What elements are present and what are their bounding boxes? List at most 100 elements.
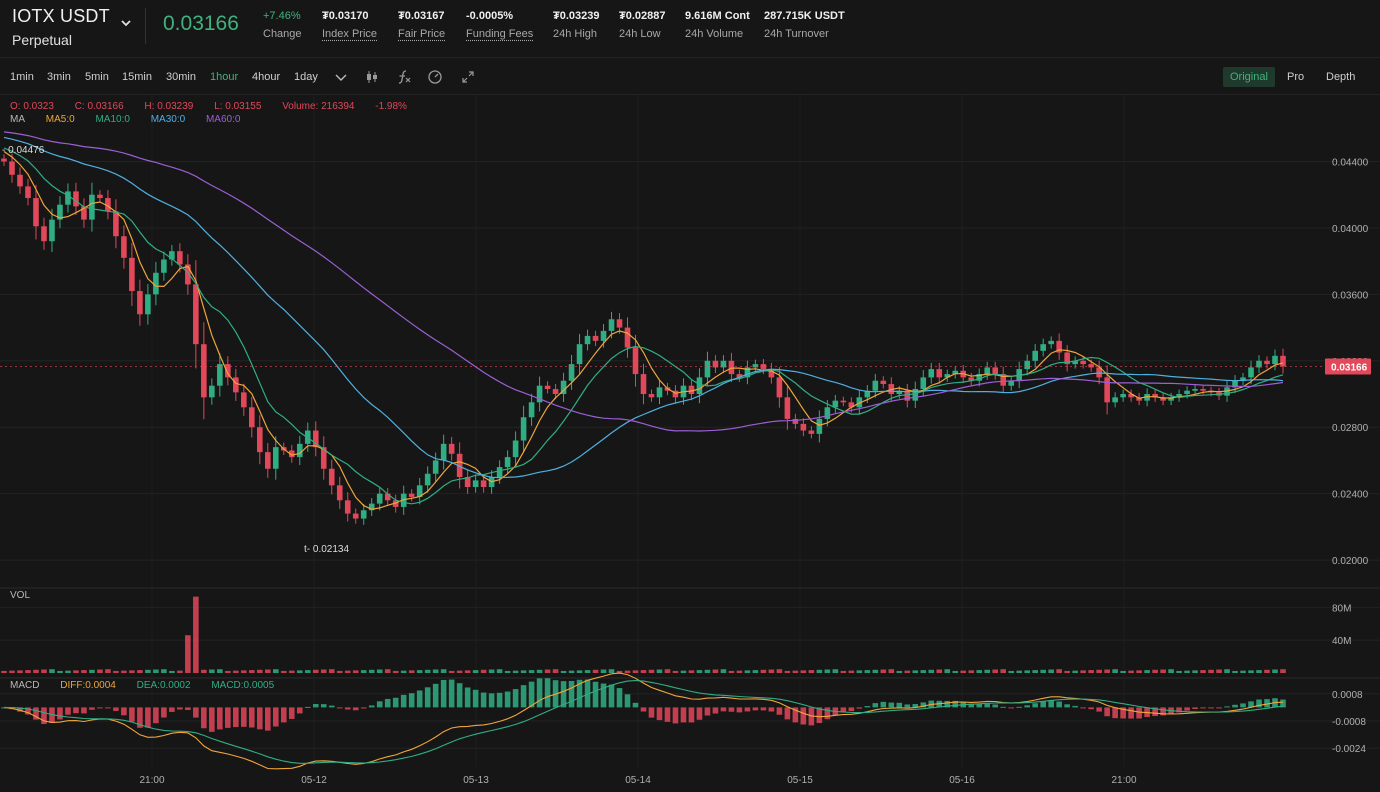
candle-body [328, 468, 335, 486]
ohlc-low: L: 0.03155 [214, 101, 262, 112]
volume-bar [992, 669, 999, 673]
candle-body [217, 364, 223, 386]
volume-bar [680, 670, 687, 673]
volume-bar [1032, 670, 1038, 673]
chart-canvas[interactable]: 0.044000.040000.036000.032000.028000.024… [0, 95, 1380, 792]
ohlc-volume: Volume: 216394 [282, 101, 355, 112]
view-pro-button[interactable]: Pro [1287, 71, 1305, 83]
current-price-tag: 0.03166 [1331, 362, 1368, 373]
gauge-settings-icon[interactable] [427, 69, 443, 85]
candle-body [776, 377, 783, 398]
chart-toolbar: 1min 3min 5min 15min 30min 1hour 4hour 1… [0, 59, 1380, 95]
macd-histogram-bar [280, 707, 287, 723]
low-value: ₮0.02887 [619, 10, 666, 22]
header-divider [145, 8, 146, 44]
macd-histogram-bar [49, 707, 55, 724]
view-depth-button[interactable]: Depth [1326, 71, 1356, 83]
view-original-button[interactable]: Original [1223, 67, 1275, 87]
volume-bar [1080, 670, 1086, 673]
expand-icon[interactable] [460, 69, 476, 85]
macd-histogram-bar [992, 704, 999, 708]
tf-4hour[interactable]: 4hour [252, 71, 281, 83]
volume-bar [304, 670, 311, 673]
candlestick-icon[interactable] [364, 69, 380, 85]
macd-histogram-bar [312, 703, 319, 708]
volume-bar [1176, 670, 1182, 673]
candle-body [384, 493, 391, 501]
candle-body [233, 377, 239, 393]
volume-bar [896, 670, 903, 673]
tf-1day[interactable]: 1day [294, 71, 318, 83]
candle-body [440, 443, 447, 461]
tf-3min[interactable]: 3min [47, 71, 71, 83]
candle-body [968, 377, 975, 381]
stat-24h-volume: 9.616M Cont 24h Volume [685, 10, 750, 40]
volume-bar [808, 670, 815, 673]
macd-tick-label: -0.0008 [1332, 717, 1366, 728]
chevron-down-icon[interactable] [333, 69, 349, 85]
funding-fees-label[interactable]: Funding Fees [466, 28, 534, 40]
macd-histogram-bar [1192, 707, 1198, 710]
candle-body [65, 191, 71, 205]
symbol-selector[interactable]: IOTX USDT Perpetual [12, 6, 110, 48]
candle-body [568, 364, 575, 381]
macd-histogram-bar [105, 707, 111, 709]
volume-bar [1096, 669, 1102, 673]
volume-bar [25, 670, 31, 673]
volume-bar [1072, 670, 1078, 673]
candle-body [584, 335, 591, 345]
candle-body [896, 390, 903, 395]
macd-histogram-bar [504, 691, 511, 708]
candle-body [368, 503, 375, 511]
candle-body [976, 374, 983, 381]
tf-15min[interactable]: 15min [122, 71, 152, 83]
volume-bar [113, 670, 119, 673]
macd-histogram-bar [944, 700, 951, 708]
macd-histogram-bar [696, 707, 703, 720]
volume-bar [352, 670, 359, 673]
macd-histogram-bar [680, 707, 687, 723]
macd-histogram-bar [520, 685, 527, 708]
volume-bar [81, 670, 87, 673]
macd-histogram-bar [97, 707, 103, 709]
tf-1min[interactable]: 1min [10, 71, 34, 83]
volume-bar [9, 670, 15, 673]
function-icon[interactable] [396, 69, 412, 85]
volume-bar [736, 670, 743, 673]
macd-histogram-bar [153, 707, 159, 724]
volume-bar [976, 670, 983, 673]
candle-body [1120, 394, 1126, 398]
candle-body [992, 367, 999, 375]
candle-body [241, 392, 247, 408]
macd-histogram-bar [193, 707, 199, 718]
chevron-down-icon[interactable] [120, 18, 132, 28]
index-price-label[interactable]: Index Price [322, 28, 378, 40]
candle-body [552, 389, 559, 395]
tf-5min[interactable]: 5min [85, 71, 109, 83]
macd-histogram-bar [456, 683, 463, 708]
volume-bar [544, 669, 551, 673]
kline-chart[interactable]: 0.044000.040000.036000.032000.028000.024… [0, 95, 1380, 792]
volume-bar [888, 669, 895, 673]
candle-body [952, 370, 959, 375]
ma-legend: MA MA5:0 MA10:0 MA30:0 MA60:0 [10, 114, 258, 125]
volume-bar [696, 670, 703, 673]
tf-30min[interactable]: 30min [166, 71, 196, 83]
volume-label: 24h Volume [685, 28, 744, 40]
candle-body [728, 360, 735, 375]
macd-histogram-bar [257, 707, 263, 730]
fair-price-label[interactable]: Fair Price [398, 28, 446, 40]
macd-diff-line [3, 672, 1284, 770]
tf-1hour[interactable]: 1hour [210, 71, 239, 83]
candle-body [432, 460, 439, 474]
macd-histogram-bar [1256, 699, 1262, 708]
macd-histogram-bar [536, 678, 543, 708]
macd-histogram-bar [129, 707, 135, 722]
macd-histogram-bar [912, 704, 919, 708]
ma10-line [3, 147, 1284, 505]
macd-histogram-bar [736, 707, 743, 713]
macd-histogram-bar [161, 707, 167, 718]
volume-bar [368, 669, 375, 673]
volume-bar [73, 670, 79, 673]
